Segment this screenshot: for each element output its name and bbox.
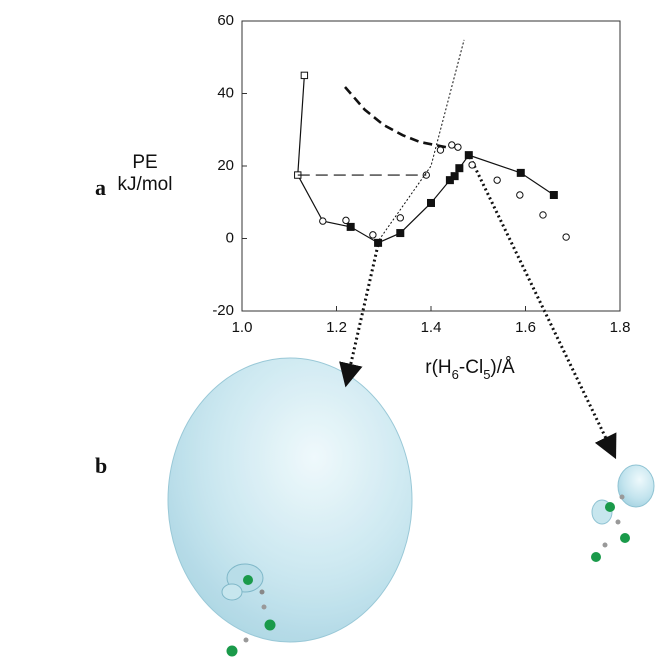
point bbox=[370, 232, 376, 238]
point bbox=[437, 147, 443, 153]
point bbox=[550, 192, 557, 199]
x-tick-label: 1.2 bbox=[326, 319, 347, 336]
y-tick-label: 20 bbox=[217, 157, 234, 174]
point bbox=[343, 217, 349, 223]
x-axis-label-part: r(H bbox=[425, 357, 451, 378]
point bbox=[469, 162, 475, 168]
point bbox=[494, 177, 500, 183]
y-tick-label: 0 bbox=[226, 229, 234, 246]
page: {"chart_data": {"type": "scatter", "pane… bbox=[0, 0, 657, 657]
y-axis-label: kJ/mol bbox=[118, 174, 173, 195]
y-tick-label: -20 bbox=[212, 302, 234, 319]
point bbox=[563, 234, 569, 240]
arrow bbox=[346, 245, 378, 385]
series-line bbox=[379, 40, 464, 240]
x-axis-label-part: 6 bbox=[452, 367, 459, 382]
point bbox=[451, 173, 458, 180]
x-axis-label-part: )/Å bbox=[490, 357, 515, 378]
molecule-left bbox=[168, 358, 412, 657]
panel-label: a bbox=[95, 175, 106, 200]
point bbox=[456, 165, 463, 172]
point bbox=[517, 192, 523, 198]
x-axis-label-part: -Cl bbox=[459, 357, 483, 378]
figure: a b PE kJ/mol r(H6-Cl5)/Å -20 0 20 40 60 1.0 1… bbox=[0, 0, 657, 657]
point bbox=[540, 212, 546, 218]
point bbox=[397, 230, 404, 237]
point bbox=[465, 152, 472, 159]
molecule-right bbox=[591, 465, 654, 562]
point bbox=[455, 144, 461, 150]
point bbox=[320, 218, 326, 224]
x-tick-label: 1.6 bbox=[515, 319, 536, 336]
y-tick-label: 60 bbox=[217, 12, 234, 29]
point bbox=[347, 223, 354, 230]
x-tick-label: 1.0 bbox=[232, 319, 253, 336]
point bbox=[517, 169, 524, 176]
point bbox=[449, 142, 455, 148]
series-line bbox=[345, 87, 450, 148]
x-tick-label: 1.4 bbox=[421, 319, 442, 336]
y-axis-label: PE bbox=[132, 152, 157, 173]
series-line bbox=[298, 75, 554, 242]
y-tick-label: 40 bbox=[217, 84, 234, 101]
x-tick-label: 1.8 bbox=[610, 319, 631, 336]
x-axis-label: r(H6-Cl5)/Å bbox=[425, 357, 515, 382]
point bbox=[397, 215, 403, 221]
panel-label: b bbox=[95, 453, 107, 478]
x-axis-label-part: 5 bbox=[483, 367, 490, 382]
point bbox=[375, 239, 382, 246]
point bbox=[301, 72, 307, 78]
arrow bbox=[470, 157, 615, 457]
point bbox=[428, 199, 435, 206]
